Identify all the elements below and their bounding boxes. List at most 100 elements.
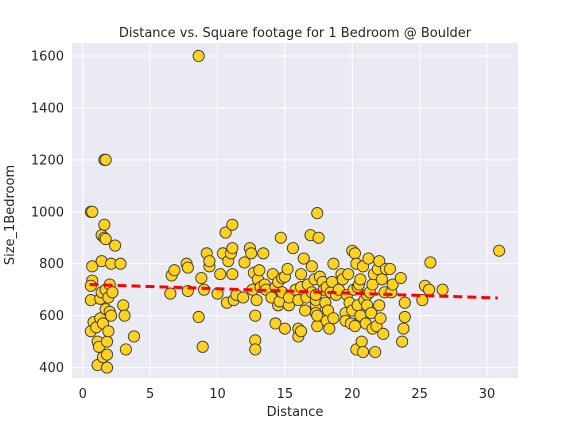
plot-area [72, 43, 518, 378]
y-tick-label: 400 [39, 361, 64, 376]
data-point [377, 327, 390, 340]
data-point [192, 49, 205, 63]
data-point [269, 317, 282, 330]
data-point [323, 322, 336, 335]
data-point [257, 247, 270, 260]
data-point [100, 335, 114, 348]
trend-line [89, 283, 498, 300]
x-tick-label: 10 [209, 387, 226, 402]
data-point [348, 320, 362, 333]
data-point [396, 335, 409, 348]
x-tick-label: 25 [411, 387, 428, 402]
x-tick-label: 30 [479, 387, 496, 402]
data-point [253, 264, 266, 277]
data-point [398, 310, 411, 324]
data-point [196, 340, 209, 353]
data-point [203, 255, 216, 268]
data-point [342, 268, 355, 281]
data-point [362, 252, 375, 265]
y-tick-labels: 400 600 800 1000 1200 1400 1600 [31, 49, 64, 376]
data-point [195, 271, 208, 285]
x-axis-label: Distance [267, 405, 324, 420]
y-tick-label: 1200 [31, 153, 64, 168]
data-point [237, 291, 250, 304]
y-tick-label: 600 [39, 309, 64, 324]
data-point [117, 299, 130, 312]
data-point [394, 271, 407, 285]
data-point [98, 218, 111, 231]
data-point [436, 283, 449, 296]
data-point [373, 255, 386, 268]
data-point [214, 268, 227, 281]
data-point [374, 312, 387, 325]
x-tick-label: 5 [146, 387, 154, 402]
data-point [119, 343, 132, 356]
data-point [493, 244, 506, 257]
data-point [245, 247, 258, 260]
data-point [168, 264, 181, 277]
data-point [192, 310, 205, 324]
data-point [375, 273, 388, 286]
data-point [106, 286, 119, 299]
data-point [297, 252, 310, 265]
y-tick-label: 1400 [31, 101, 64, 116]
data-point [305, 260, 318, 273]
data-point [295, 325, 308, 338]
data-point [383, 262, 397, 275]
data-point [398, 296, 411, 309]
data-point [278, 322, 291, 335]
data-point [386, 278, 399, 291]
data-point [100, 361, 114, 374]
data-point [311, 207, 324, 220]
data-point [373, 299, 386, 312]
x-tick-labels: 0 5 10 15 20 25 30 [79, 387, 496, 402]
data-point [299, 304, 312, 317]
data-point [355, 335, 368, 348]
data-point [365, 307, 378, 320]
data-point [416, 294, 429, 307]
data-point [105, 309, 118, 322]
data-point [312, 231, 325, 244]
data-point [397, 322, 410, 335]
data-point [181, 261, 194, 274]
data-point [424, 256, 437, 269]
data-point [369, 345, 382, 359]
data-point [226, 242, 239, 255]
y-tick-label: 800 [39, 257, 64, 272]
data-point [114, 257, 127, 270]
data-point [348, 247, 362, 260]
data-point [226, 218, 239, 231]
data-point [327, 312, 340, 325]
data-point [99, 233, 112, 246]
data-point [99, 153, 112, 166]
data-point [86, 205, 99, 218]
y-tick-label: 1600 [31, 49, 64, 64]
data-point [102, 325, 115, 338]
chart-title: Distance vs. Square footage for 1 Bedroo… [119, 26, 472, 41]
data-point [100, 348, 114, 361]
data-point [250, 294, 263, 307]
data-point [118, 309, 131, 322]
data-point [281, 262, 294, 275]
data-point [86, 260, 99, 273]
data-point [356, 345, 370, 359]
data-point [354, 273, 367, 286]
y-axis-label: Size_1Bedroom [3, 165, 18, 265]
data-point [127, 330, 141, 343]
x-tick-label: 20 [344, 387, 361, 402]
x-tick-label: 15 [277, 387, 294, 402]
data-point [274, 231, 287, 244]
y-gridlines [72, 55, 518, 369]
data-point [226, 268, 239, 281]
data-point [311, 309, 324, 322]
data-point [238, 256, 251, 269]
data-point [286, 242, 300, 255]
data-point [109, 239, 122, 252]
data-point [423, 283, 436, 296]
y-tick-label: 1000 [31, 205, 64, 220]
data-point [219, 226, 232, 239]
data-point [249, 309, 262, 322]
data-points [84, 49, 506, 374]
